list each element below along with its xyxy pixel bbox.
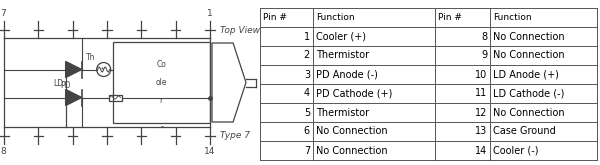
- Bar: [109, 95, 122, 100]
- Text: 9: 9: [481, 50, 487, 61]
- Text: LD Cathode (-): LD Cathode (-): [493, 88, 565, 99]
- Text: No Connection: No Connection: [493, 108, 565, 117]
- Text: 6: 6: [304, 127, 310, 136]
- Text: +: +: [99, 66, 104, 71]
- Text: 1: 1: [207, 9, 213, 18]
- Text: LD Anode (+): LD Anode (+): [493, 69, 559, 80]
- Text: 14: 14: [475, 146, 487, 155]
- Text: No Connection: No Connection: [493, 32, 565, 42]
- Text: 13: 13: [475, 127, 487, 136]
- Text: r: r: [160, 96, 163, 105]
- Text: LD: LD: [53, 79, 64, 87]
- Text: ole: ole: [155, 78, 167, 87]
- Text: Case Ground: Case Ground: [493, 127, 556, 136]
- Polygon shape: [65, 62, 82, 78]
- Text: Pin #: Pin #: [438, 13, 462, 22]
- Text: No Connection: No Connection: [493, 50, 565, 61]
- Text: 7: 7: [304, 146, 310, 155]
- Text: 12: 12: [475, 108, 487, 117]
- Text: 2: 2: [304, 50, 310, 61]
- Text: PD Cathode (+): PD Cathode (+): [316, 88, 392, 99]
- Text: Co: Co: [157, 60, 166, 69]
- Text: Function: Function: [493, 13, 532, 22]
- Text: Thermistor: Thermistor: [316, 50, 369, 61]
- Text: Pin #: Pin #: [263, 13, 287, 22]
- Text: Cooler (-): Cooler (-): [493, 146, 539, 155]
- Text: -: -: [161, 122, 164, 132]
- Text: 1: 1: [304, 32, 310, 42]
- Text: 14: 14: [205, 147, 215, 156]
- Text: Function: Function: [316, 13, 355, 22]
- Text: 10: 10: [475, 69, 487, 80]
- Text: Cooler (+): Cooler (+): [316, 32, 366, 42]
- Text: 4: 4: [304, 88, 310, 99]
- Text: No Connection: No Connection: [316, 146, 388, 155]
- Text: 3: 3: [304, 69, 310, 80]
- Text: Type 7: Type 7: [220, 131, 250, 140]
- Text: Th: Th: [86, 52, 95, 62]
- Text: 11: 11: [475, 88, 487, 99]
- Text: No Connection: No Connection: [316, 127, 388, 136]
- Polygon shape: [65, 89, 82, 105]
- Text: 8: 8: [481, 32, 487, 42]
- Text: PD Anode (-): PD Anode (-): [316, 69, 378, 80]
- Text: PD: PD: [61, 81, 71, 89]
- Bar: [113, 42, 210, 123]
- Text: 7: 7: [0, 9, 6, 18]
- Text: Top View: Top View: [220, 26, 260, 35]
- Text: 8: 8: [0, 147, 6, 156]
- Text: 5: 5: [304, 108, 310, 117]
- Text: Thermistor: Thermistor: [316, 108, 369, 117]
